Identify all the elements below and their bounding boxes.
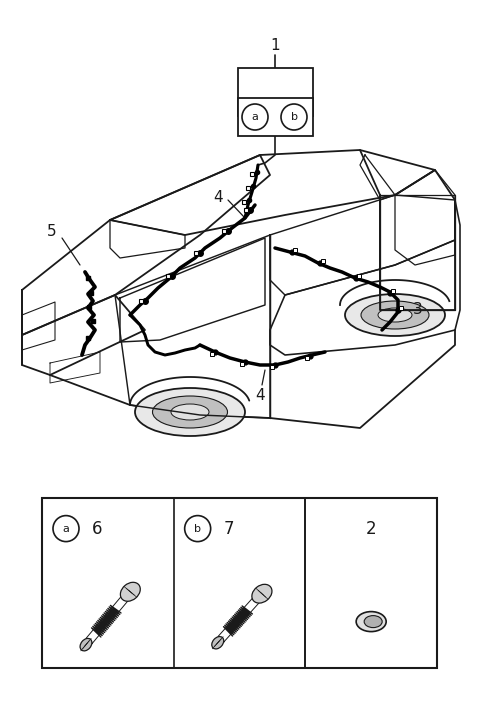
Ellipse shape xyxy=(153,396,228,428)
Bar xyxy=(305,498,437,668)
Text: b: b xyxy=(290,112,298,122)
Ellipse shape xyxy=(364,616,382,628)
Text: 7: 7 xyxy=(223,519,234,538)
Text: a: a xyxy=(62,524,70,534)
Text: 3: 3 xyxy=(413,303,423,317)
Text: 4: 4 xyxy=(255,388,265,402)
Bar xyxy=(174,498,305,668)
Ellipse shape xyxy=(361,301,429,329)
Bar xyxy=(42,498,437,668)
Text: 6: 6 xyxy=(92,519,102,538)
Ellipse shape xyxy=(135,388,245,436)
Ellipse shape xyxy=(345,294,445,336)
Ellipse shape xyxy=(120,582,140,602)
Ellipse shape xyxy=(171,404,209,420)
Ellipse shape xyxy=(378,308,412,322)
Text: 4: 4 xyxy=(213,190,223,206)
Text: 1: 1 xyxy=(270,37,280,53)
Text: a: a xyxy=(252,112,258,122)
Text: 2: 2 xyxy=(366,519,376,538)
Ellipse shape xyxy=(356,611,386,632)
Bar xyxy=(238,98,313,136)
Text: b: b xyxy=(194,524,201,534)
Bar xyxy=(238,68,313,116)
Ellipse shape xyxy=(212,637,224,649)
Ellipse shape xyxy=(252,584,272,603)
Ellipse shape xyxy=(80,638,92,651)
Text: 5: 5 xyxy=(47,225,57,239)
